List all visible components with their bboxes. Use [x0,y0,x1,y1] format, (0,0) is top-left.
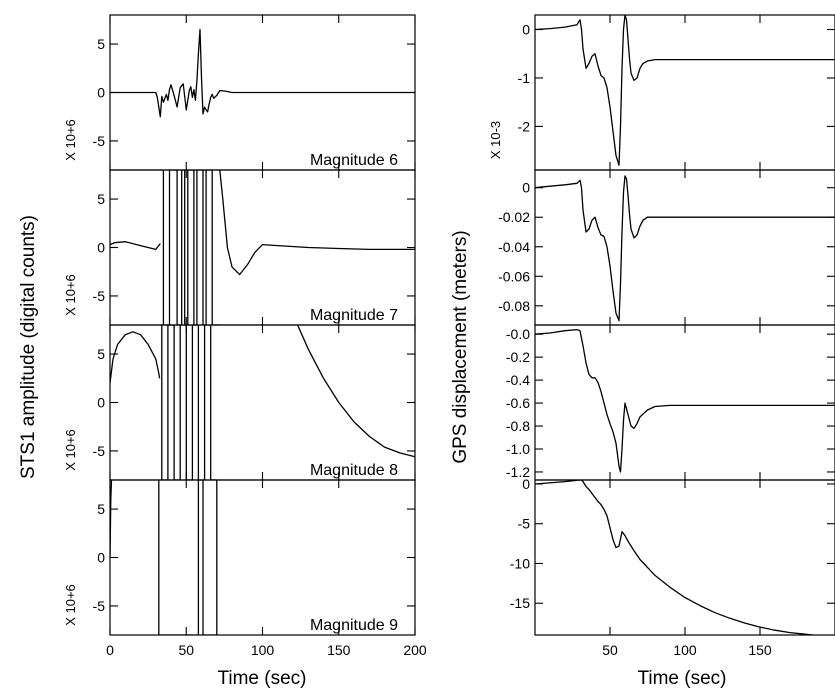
panel-2: 5 0 -5 X 10+6 Magnitude 7 [63,169,416,326]
y-tick-label: -0.08 [498,298,530,314]
magnitude-label: Magnitude 7 [310,307,398,324]
series-line [535,175,835,322]
scale-label: X 10+6 [63,274,78,316]
series-line [110,241,161,251]
y-tick-label: -5 [93,133,106,149]
sts1-chart: 50-5X 10+6 Magnitude 650-5X 10+6 Magnitude… [63,14,427,658]
y-tick-label: -0.4 [506,372,530,388]
y-tick-label: 0 [97,240,105,256]
y-tick-label: -5 [93,443,106,459]
panel-2: 0 -0.02 -0.04 -0.06 -0.08 [498,169,835,326]
x-tick-label: 50 [178,642,194,658]
y-tick-label: 0 [522,476,530,492]
y-tick-label: -0.2 [506,349,530,365]
magnitude-label: Magnitude 9 [310,617,398,634]
y-tick-label: 5 [97,191,105,207]
series-line [110,331,161,384]
panel-frame [534,324,835,481]
magnitude-label: Magnitude 6 [310,152,398,169]
left-y-axis-title: STS1 amplitude (digital counts) [18,215,39,479]
y-tick-label: -0.0 [506,326,530,342]
series-line [535,15,835,166]
y-tick-label: -0.02 [498,209,530,225]
panel-frame [109,324,416,481]
magnitude-label: Magnitude 8 [310,462,398,479]
series-line [160,170,220,325]
panel-4: 5 0 -5 X 10+6 Magnitude 9 [63,479,416,636]
y-tick-label: 5 [97,346,105,362]
y-tick-label: -1 [518,70,531,86]
y-tick-label: 0 [522,180,530,196]
y-tick-label: -0.8 [506,418,530,434]
right-y-axis-title: GPS displacement (meters) [450,230,471,463]
left-x-axis-title: Time (sec) [217,668,306,689]
y-tick-label: 0 [522,22,530,38]
y-tick-label: -5 [518,516,531,532]
scale-label: X 10-3 [488,121,503,159]
scale-label: X 10+6 [63,119,78,161]
right-x-axis-title: Time (sec) [637,668,726,689]
series-line [219,170,415,276]
series-line [159,325,217,480]
x-tick-label: 0 [106,642,114,658]
panel-frame [534,14,835,171]
series-line [110,28,415,118]
panel-frame [534,169,835,326]
y-tick-label: -2 [518,118,531,134]
scale-label: X 10+6 [63,429,78,471]
panel-frame [534,479,835,636]
panel-4: 0 -5 -10 -15 [510,476,835,636]
y-tick-label: -1.2 [506,464,530,480]
series-line [535,480,819,635]
series-line [158,480,218,635]
y-tick-label: -1.0 [506,441,530,457]
y-tick-label: -0.04 [498,239,530,255]
y-tick-label: -5 [93,598,106,614]
x-tick-label: 150 [748,642,772,658]
series-line [535,328,835,473]
x-tick-label: 100 [251,642,275,658]
scale-label: X 10+6 [63,584,78,626]
y-tick-label: 0 [97,395,105,411]
panel-frame [109,479,416,636]
x-tick-label: 200 [403,642,427,658]
panel-frame [109,169,416,326]
y-tick-label: -0.6 [506,395,530,411]
y-tick-label: 0 [97,85,105,101]
panel-1: 5 0 -5 X 10+6 Magnitude 6 [63,14,416,171]
y-tick-label: 5 [97,501,105,517]
panel-1: 0 -1 -2 X 10-3 [488,14,835,171]
gps-chart: 0 -1 -2 X 10-3 0 -0.02 -0.04 -0.06 -0.08 -0.0 -0.2… [488,14,835,658]
panel-3: -0.0 -0.2 -0.4 -0.6 -0.8 -1.0 -1.2 [506,324,835,481]
series-line [297,325,415,458]
y-tick-label: -5 [93,288,106,304]
x-tick-label: 50 [602,642,618,658]
y-tick-label: -0.06 [498,268,530,284]
x-tick-label: 150 [327,642,351,658]
y-tick-label: -10 [510,555,530,571]
panel-3: 5 0 -5 X 10+6 Magnitude 8 [63,324,416,481]
y-tick-label: 0 [97,550,105,566]
x-tick-label: 100 [673,642,697,658]
y-tick-label: 5 [97,36,105,52]
y-tick-label: -15 [510,595,530,611]
